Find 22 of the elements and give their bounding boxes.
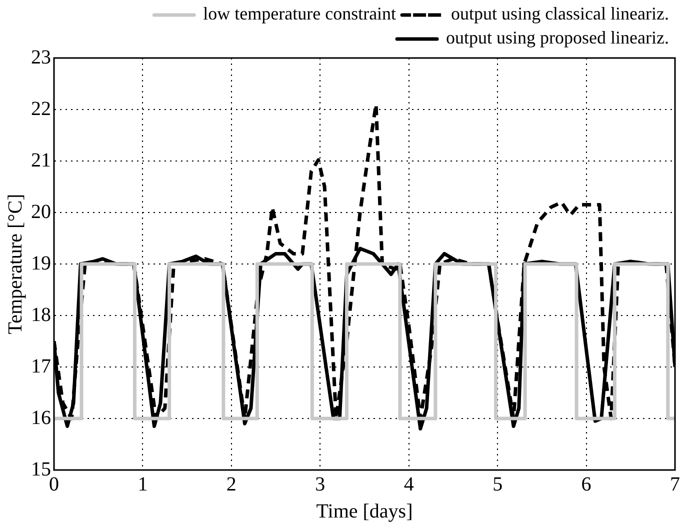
legend-label: output using classical lineariz.: [451, 4, 670, 24]
legend-label: low temperature constraint: [203, 4, 396, 24]
y-tick-label: 19: [31, 252, 51, 274]
x-axis-title: Time [days]: [316, 500, 413, 522]
x-tick-label: 2: [226, 473, 236, 496]
y-tick-label: 20: [31, 200, 51, 223]
y-tick-label: 21: [31, 149, 51, 172]
x-tick-label: 0: [49, 473, 59, 496]
x-tick-label: 7: [670, 473, 680, 496]
legend-label: output using proposed lineariz.: [446, 28, 670, 48]
y-tick-label: 23: [31, 46, 51, 68]
y-axis-title: Temperature [°C]: [4, 194, 26, 334]
x-tick-label: 5: [492, 473, 503, 496]
x-tick-label: 3: [315, 473, 326, 496]
x-tick-label: 4: [404, 473, 414, 496]
y-tick-label: 15: [31, 458, 51, 480]
y-tick-label: 16: [31, 406, 51, 429]
x-tick-label: 6: [581, 473, 592, 496]
y-tick-label: 22: [31, 98, 51, 120]
y-tick-label: 17: [31, 355, 51, 378]
y-tick-label: 18: [31, 304, 51, 326]
x-tick-label: 1: [138, 473, 148, 496]
